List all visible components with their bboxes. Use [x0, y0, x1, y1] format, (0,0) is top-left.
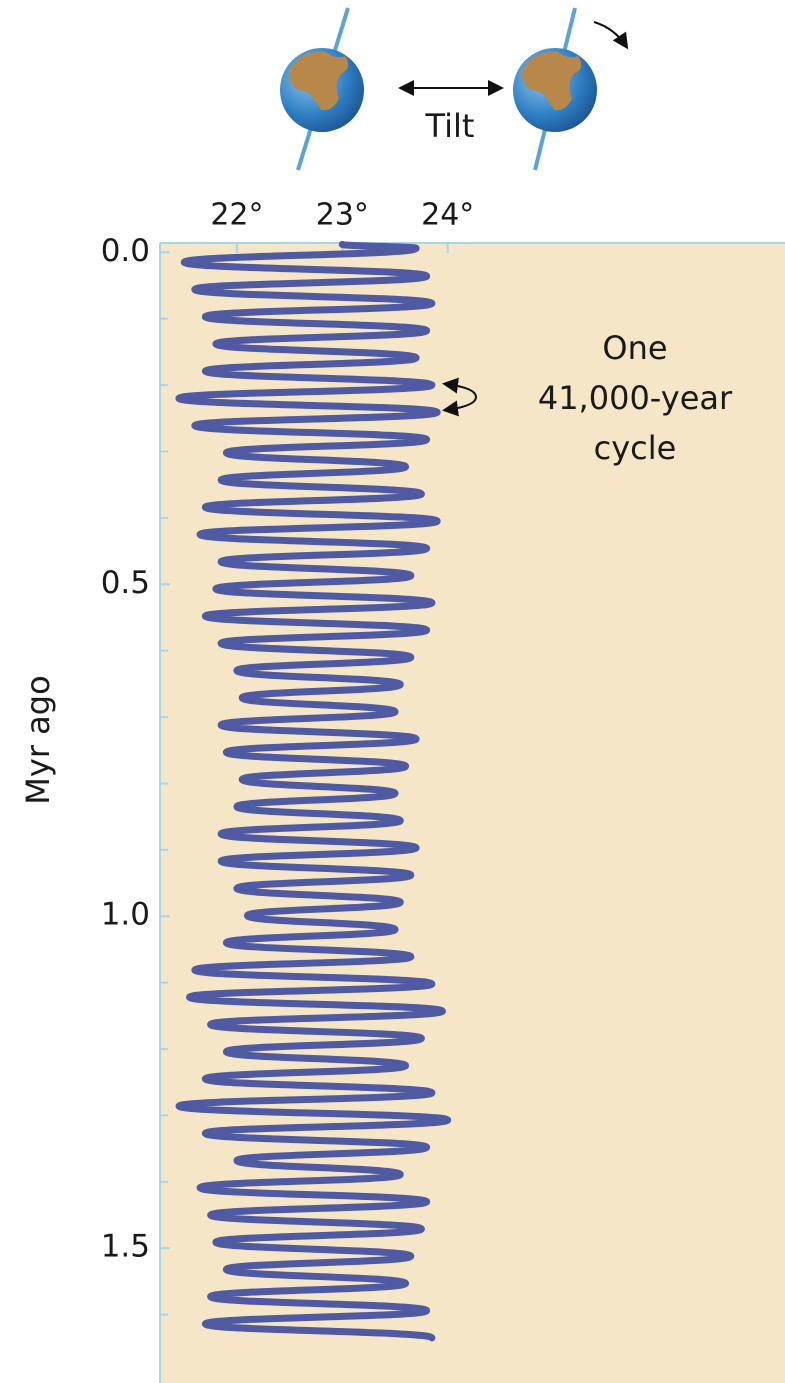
annotation: One: [602, 329, 667, 367]
x-tick-label: 24°: [421, 198, 474, 233]
x-tick-label: 22°: [210, 198, 263, 233]
cycle-arrow: [442, 377, 478, 417]
diagram-label: Tilt: [425, 107, 475, 145]
annotation: 41,000-year: [538, 379, 733, 417]
y-tick-label: 0.0: [101, 233, 150, 269]
y-axis-label: Myr ago: [19, 675, 57, 804]
annotation: cycle: [594, 429, 677, 467]
tilt-line: [175, 240, 452, 1342]
y-tick-label: 0.5: [101, 565, 150, 601]
globe-left: [280, 7, 364, 171]
y-tick-label: 1.5: [101, 1229, 150, 1265]
x-tick-label: 23°: [316, 198, 369, 233]
globe-right: [513, 7, 629, 171]
y-tick-label: 1.0: [101, 897, 150, 933]
